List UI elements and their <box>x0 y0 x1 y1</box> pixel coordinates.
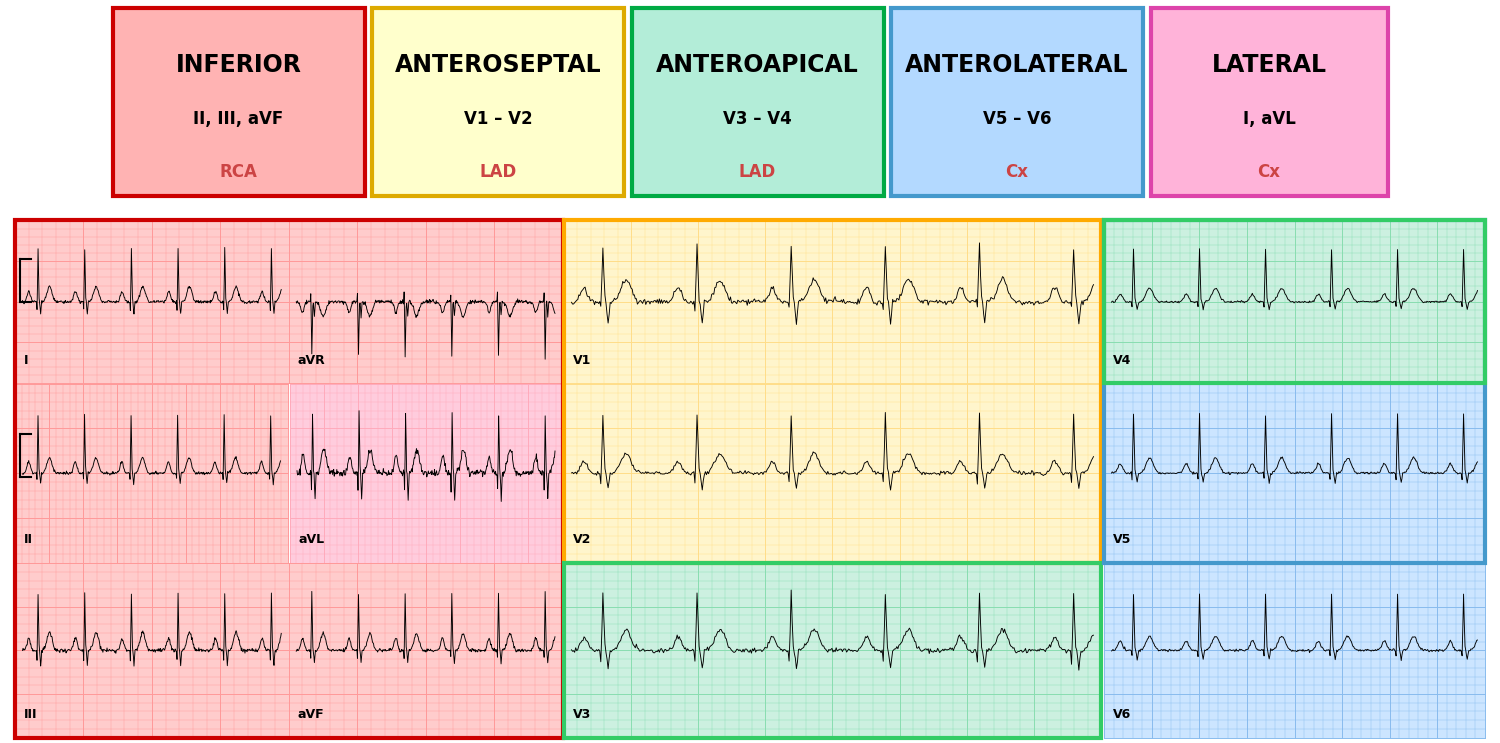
FancyBboxPatch shape <box>564 383 1101 562</box>
Text: V6: V6 <box>1113 709 1131 721</box>
FancyBboxPatch shape <box>632 8 884 196</box>
FancyBboxPatch shape <box>112 8 364 196</box>
Text: ANTEROLATERAL: ANTEROLATERAL <box>904 53 1128 77</box>
Text: Cx: Cx <box>1257 163 1281 181</box>
Text: LATERAL: LATERAL <box>1212 53 1326 77</box>
Text: V3 – V4: V3 – V4 <box>723 109 792 128</box>
Text: aVL: aVL <box>298 533 324 546</box>
Text: ANTEROAPICAL: ANTEROAPICAL <box>656 53 860 77</box>
FancyBboxPatch shape <box>372 8 624 196</box>
Text: RCA: RCA <box>219 163 258 181</box>
FancyBboxPatch shape <box>290 383 562 562</box>
FancyBboxPatch shape <box>1104 383 1485 562</box>
Text: ANTEROSEPTAL: ANTEROSEPTAL <box>394 53 602 77</box>
Text: V5: V5 <box>1113 533 1131 546</box>
Text: I, aVL: I, aVL <box>1242 109 1296 128</box>
FancyBboxPatch shape <box>15 563 562 738</box>
Text: III: III <box>24 709 38 721</box>
Text: aVR: aVR <box>297 354 326 367</box>
Text: V5 – V6: V5 – V6 <box>982 109 1052 128</box>
Text: V4: V4 <box>1113 354 1131 367</box>
FancyBboxPatch shape <box>15 221 562 383</box>
Text: LAD: LAD <box>740 163 776 181</box>
Text: aVF: aVF <box>297 709 324 721</box>
FancyBboxPatch shape <box>564 563 1101 738</box>
FancyBboxPatch shape <box>15 383 288 562</box>
FancyBboxPatch shape <box>1104 221 1485 383</box>
Text: LAD: LAD <box>480 163 516 181</box>
FancyBboxPatch shape <box>564 221 1101 383</box>
Text: V2: V2 <box>573 533 591 546</box>
FancyBboxPatch shape <box>1150 8 1388 196</box>
Text: V1: V1 <box>573 354 591 367</box>
Text: II, III, aVF: II, III, aVF <box>194 109 284 128</box>
FancyBboxPatch shape <box>1104 563 1485 738</box>
Text: Cx: Cx <box>1005 163 1029 181</box>
Text: INFERIOR: INFERIOR <box>176 53 302 77</box>
Text: I: I <box>24 354 28 367</box>
FancyBboxPatch shape <box>891 8 1143 196</box>
Text: V3: V3 <box>573 709 591 721</box>
Text: II: II <box>24 533 33 546</box>
Text: V1 – V2: V1 – V2 <box>464 109 532 128</box>
